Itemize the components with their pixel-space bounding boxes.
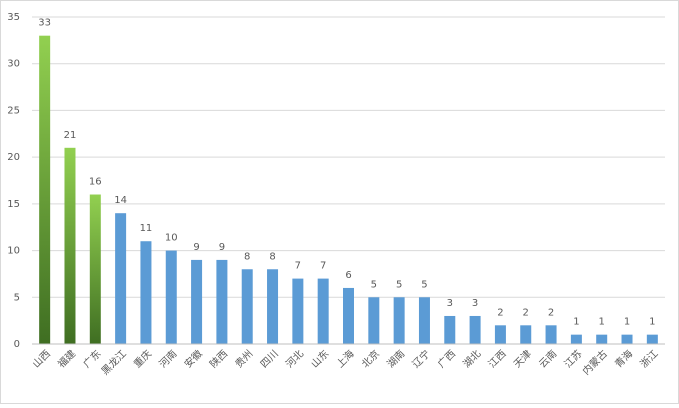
bar: [165, 250, 177, 344]
bar: [368, 297, 380, 344]
bar: [469, 315, 481, 344]
data-label: 7: [320, 261, 326, 272]
bar: [191, 259, 203, 344]
data-label: 5: [396, 279, 402, 290]
y-tick-label: 25: [7, 105, 20, 116]
bar: [317, 278, 329, 344]
bar: [64, 147, 76, 344]
data-label: 3: [447, 298, 453, 309]
bar: [520, 325, 532, 344]
data-label: 3: [472, 298, 478, 309]
data-label: 9: [219, 242, 225, 253]
data-label: 2: [497, 307, 503, 318]
bar: [570, 334, 582, 344]
data-label: 6: [345, 270, 351, 281]
y-tick-label: 10: [7, 246, 20, 257]
bar: [494, 325, 506, 344]
data-label: 1: [573, 317, 579, 328]
bar: [545, 325, 557, 344]
bar: [39, 35, 51, 344]
y-tick-label: 0: [14, 339, 20, 350]
data-label: 8: [244, 251, 250, 262]
data-label: 14: [114, 195, 127, 206]
bar: [241, 269, 253, 344]
bar: [418, 297, 430, 344]
bar: [115, 213, 127, 344]
y-tick-label: 5: [14, 292, 20, 303]
y-tick-label: 30: [7, 59, 20, 70]
data-label: 21: [64, 130, 77, 141]
bar: [216, 259, 228, 344]
data-label: 2: [548, 307, 554, 318]
y-tick-label: 15: [7, 199, 20, 210]
data-label: 1: [624, 317, 630, 328]
bar: [292, 278, 304, 344]
data-label: 9: [193, 242, 199, 253]
data-label: 1: [649, 317, 655, 328]
bar: [140, 241, 152, 344]
y-tick-label: 35: [7, 12, 20, 23]
bar: [444, 315, 456, 344]
bar: [343, 287, 354, 344]
bar: [393, 297, 405, 344]
bar: [267, 269, 279, 344]
data-label: 5: [371, 279, 377, 290]
bar: [596, 334, 608, 344]
data-label: 33: [38, 18, 51, 29]
data-label: 16: [89, 177, 102, 188]
data-label: 1: [599, 317, 605, 328]
y-tick-label: 20: [7, 152, 20, 163]
data-label: 5: [421, 279, 427, 290]
data-label: 10: [165, 233, 178, 244]
bar: [89, 194, 101, 344]
bar: [621, 334, 633, 344]
bar: [646, 334, 658, 344]
data-label: 11: [140, 223, 153, 234]
data-label: 7: [295, 261, 301, 272]
data-label: 8: [269, 251, 275, 262]
data-label: 2: [523, 307, 529, 318]
